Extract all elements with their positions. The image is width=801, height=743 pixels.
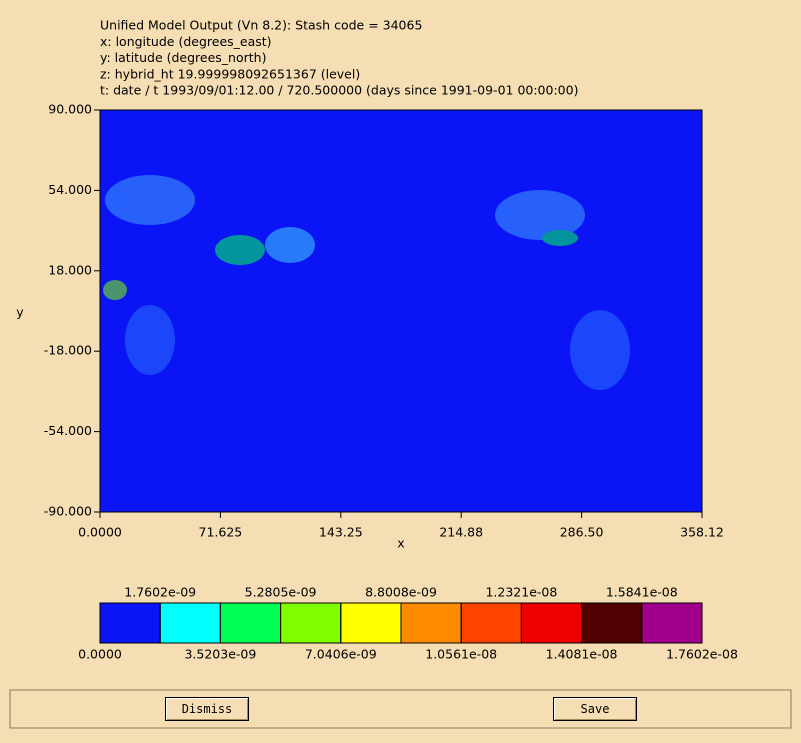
y-tick-label: -54.000 <box>44 423 92 438</box>
colorbar-segment <box>400 602 462 644</box>
y-tick-label: 90.000 <box>48 102 92 117</box>
x-tick-label: 358.12 <box>680 525 724 540</box>
patch <box>215 235 265 265</box>
colorbar-label: 1.2321e-08 <box>485 585 557 600</box>
colorbar-segment <box>520 602 583 644</box>
colorbar-segment <box>460 602 522 644</box>
patch <box>542 230 578 246</box>
colorbar-segment <box>280 602 342 644</box>
colorbar-label: 1.7602e-09 <box>124 585 196 600</box>
colorbar-segment <box>159 602 221 644</box>
header-line: x: longitude (degrees_east) <box>100 34 272 49</box>
colorbar-label: 3.5203e-09 <box>184 647 256 662</box>
patch <box>570 310 630 390</box>
colorbar-label: 0.0000 <box>78 647 122 662</box>
x-tick-label: 143.25 <box>319 525 363 540</box>
y-tick-label: 54.000 <box>48 182 92 197</box>
patch <box>125 305 175 375</box>
plot-frame <box>99 109 703 513</box>
x-tick-label: 71.625 <box>199 525 243 540</box>
colorbar-segment <box>641 602 703 644</box>
colorbar-segment <box>581 602 643 644</box>
y-tick-label: -18.000 <box>44 343 92 358</box>
dismiss-button[interactable]: Dismiss <box>165 697 249 721</box>
colorbar-label: 1.0561e-08 <box>425 647 497 662</box>
patch <box>495 190 585 240</box>
colorbar-segment <box>219 602 282 644</box>
x-tick-label: 214.88 <box>439 525 483 540</box>
y-tick-label: 18.000 <box>48 262 92 277</box>
button-bar <box>9 689 792 729</box>
x-tick-label: 286.50 <box>560 525 604 540</box>
x-axis-label: x <box>397 536 404 551</box>
y-tick-label: -90.000 <box>44 504 92 519</box>
header-line: t: date / t 1993/09/01:12.00 / 720.50000… <box>100 83 578 98</box>
field-map <box>100 110 702 512</box>
y-axis-label: y <box>16 305 24 320</box>
colorbar-label: 1.7602e-08 <box>666 647 738 662</box>
colorbar-label: 1.5841e-08 <box>606 585 678 600</box>
colorbar-segment <box>99 602 161 644</box>
header-line: Unified Model Output (Vn 8.2): Stash cod… <box>100 18 422 33</box>
colorbar-label: 7.0406e-09 <box>305 647 377 662</box>
patch <box>103 280 127 300</box>
patch <box>105 175 195 225</box>
field-patches <box>103 175 630 390</box>
colorbar-label: 1.4081e-08 <box>546 647 618 662</box>
colorbar-label: 8.8008e-09 <box>365 585 437 600</box>
colorbar-segment <box>340 602 402 644</box>
header-line: y: latitude (degrees_north) <box>100 50 266 65</box>
x-tick-label: 0.0000 <box>78 525 122 540</box>
colorbar-label: 5.2805e-09 <box>245 585 317 600</box>
save-button[interactable]: Save <box>553 697 637 721</box>
patch <box>265 227 315 263</box>
header-line: z: hybrid_ht 19.999998092651367 (level) <box>100 66 360 81</box>
